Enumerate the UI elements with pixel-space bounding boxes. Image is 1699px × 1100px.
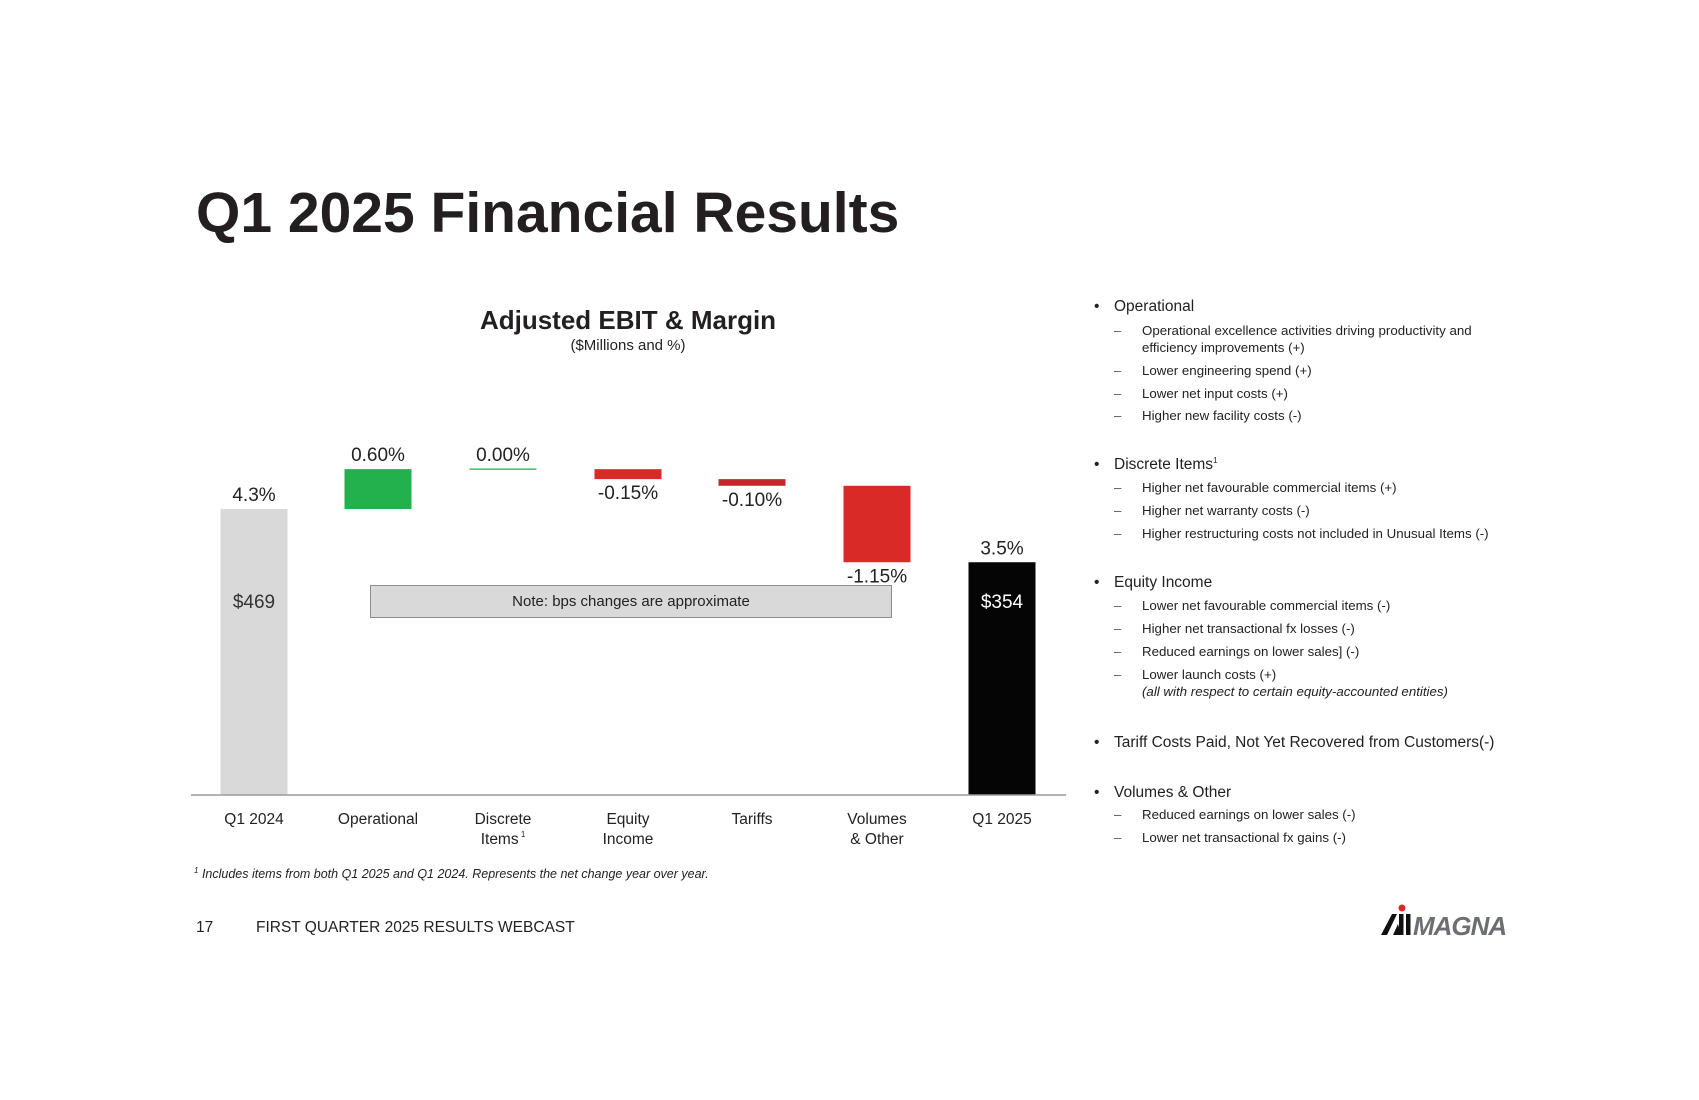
dash-icon: –	[1114, 667, 1122, 682]
bullet-icon: •	[1094, 574, 1100, 591]
bar-equity-income	[594, 469, 662, 480]
sub-bullet-text: (all with respect to certain equity-acco…	[1142, 684, 1448, 699]
bar-q1-2025	[968, 562, 1036, 795]
sub-bullet-text: efficiency improvements (+)	[1142, 340, 1305, 355]
sub-bullet-text: Lower net input costs (+)	[1142, 386, 1288, 401]
bullet-icon: •	[1094, 456, 1100, 473]
value-label: -0.15%	[598, 483, 658, 504]
dash-icon: –	[1114, 408, 1122, 423]
bar-tariffs	[718, 479, 786, 486]
sub-bullet-text: Reduced earnings on lower sales] (-)	[1142, 644, 1360, 659]
dash-icon: –	[1114, 363, 1122, 378]
sub-bullet-text: Lower net transactional fx gains (-)	[1142, 830, 1346, 845]
page-number: 17	[196, 919, 214, 936]
bullet-icon: •	[1094, 734, 1100, 751]
sub-bullet-text: Lower net favourable commercial items (-…	[1142, 598, 1391, 613]
footnote-marker: 1	[1213, 456, 1218, 465]
bullet-heading: Tariff Costs Paid, Not Yet Recovered fro…	[1114, 734, 1495, 751]
bullet-icon: •	[1094, 784, 1100, 801]
dash-icon: –	[1114, 598, 1122, 613]
bullet-heading: Equity Income	[1114, 574, 1213, 591]
bar-volumes-other	[843, 485, 911, 563]
sub-bullet-text: Higher new facility costs (-)	[1142, 408, 1302, 423]
category-label: Q1 2024	[224, 811, 284, 828]
bar-q1-2024	[220, 509, 288, 795]
category-label: Operational	[338, 811, 418, 828]
category-label: Q1 2025	[972, 811, 1031, 828]
dash-icon: –	[1114, 830, 1122, 845]
chart-subtitle: ($Millions and %)	[570, 337, 686, 354]
sub-bullet-text: Operational excellence activities drivin…	[1142, 323, 1472, 338]
value-label: 4.3%	[232, 485, 275, 506]
value-label: 0.60%	[351, 445, 405, 466]
bullet-heading: Discrete Items1	[1114, 456, 1218, 474]
logo-wordmark: MAGNA	[1413, 911, 1506, 938]
dash-icon: –	[1114, 526, 1122, 541]
dash-icon: –	[1114, 503, 1122, 518]
footnote-marker: 1	[194, 866, 199, 875]
sub-bullet-text: Reduced earnings on lower sales (-)	[1142, 807, 1356, 822]
chart-note: Note: bps changes are approximate	[370, 585, 892, 618]
category-label: Volumes	[847, 811, 907, 828]
ebit-label: $469	[233, 592, 275, 613]
value-label: -1.15%	[847, 566, 907, 587]
sub-bullet-text: Lower engineering spend (+)	[1142, 363, 1312, 378]
value-label: 0.00%	[476, 445, 530, 466]
category-label: Items 1	[481, 830, 526, 848]
value-label: 3.5%	[980, 538, 1023, 559]
magna-logo: MAGNA	[1380, 904, 1525, 943]
category-label: Discrete	[475, 811, 532, 828]
footer-text: FIRST QUARTER 2025 RESULTS WEBCAST	[256, 919, 575, 936]
dash-icon: –	[1114, 807, 1122, 822]
bullet-icon: •	[1094, 298, 1100, 315]
dash-icon: –	[1114, 323, 1122, 338]
footnote-text: Includes items from both Q1 2025 and Q1 …	[201, 867, 709, 882]
dash-icon: –	[1114, 644, 1122, 659]
footnote: 1 Includes items from both Q1 2025 and Q…	[194, 866, 709, 881]
sub-bullet-text: Higher net warranty costs (-)	[1142, 503, 1310, 518]
sub-bullet-text: Higher restructuring costs not included …	[1142, 526, 1489, 541]
category-label: Income	[603, 831, 654, 848]
dash-icon: –	[1114, 480, 1122, 495]
category-label: & Other	[850, 831, 903, 848]
bullet-heading: Operational	[1114, 298, 1195, 315]
value-label: -0.10%	[722, 490, 782, 511]
bar-operational	[344, 469, 412, 510]
sub-bullet-text: Lower launch costs (+)	[1142, 667, 1277, 682]
category-label: Tariffs	[731, 811, 772, 828]
dash-icon: –	[1114, 386, 1122, 401]
sub-bullet-text: Higher net favourable commercial items (…	[1142, 480, 1397, 495]
sub-bullet-text: Higher net transactional fx losses (-)	[1142, 621, 1355, 636]
bullet-heading: Volumes & Other	[1114, 784, 1232, 801]
ebit-label: $354	[981, 592, 1024, 613]
chart-title: Adjusted EBIT & Margin	[479, 305, 777, 335]
slide-title: Q1 2025 Financial Results	[196, 181, 900, 245]
dash-icon: –	[1114, 621, 1122, 636]
category-label: Equity	[606, 811, 649, 828]
